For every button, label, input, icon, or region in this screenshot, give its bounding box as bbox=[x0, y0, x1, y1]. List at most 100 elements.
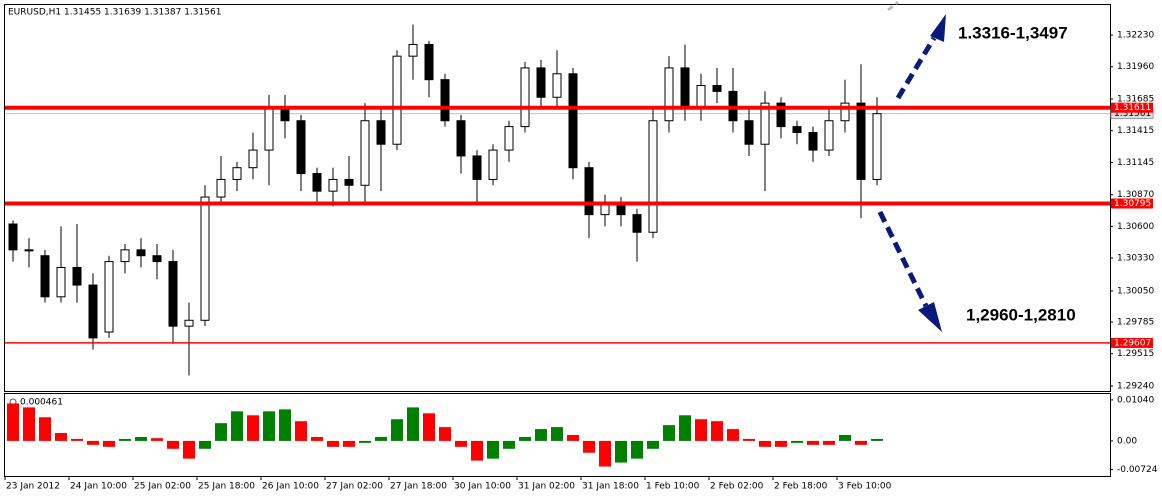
histogram-bar bbox=[343, 440, 355, 447]
candle-body bbox=[392, 55, 402, 145]
histogram-bar bbox=[327, 440, 339, 447]
histogram-bar bbox=[583, 440, 595, 453]
level-label: 1.29607 bbox=[1114, 338, 1151, 348]
histogram-bar bbox=[567, 435, 579, 441]
candle-body bbox=[104, 261, 114, 333]
level-label: 1.31611 bbox=[1114, 103, 1151, 113]
arrow-up-head bbox=[930, 14, 946, 42]
x-tick-label: 27 Jan 02:00 bbox=[326, 482, 383, 492]
candle-body bbox=[472, 155, 482, 180]
y-tick-label: 1.30330 bbox=[1117, 254, 1154, 264]
histogram-bar bbox=[119, 438, 131, 441]
candle-body bbox=[648, 120, 658, 233]
y-tick-label: 1.30600 bbox=[1117, 222, 1154, 232]
candle-body bbox=[8, 223, 18, 251]
histogram-bar bbox=[647, 440, 659, 449]
x-tick-label: 2 Feb 02:00 bbox=[710, 482, 764, 492]
histogram-bar bbox=[535, 429, 547, 441]
histogram-bar bbox=[823, 440, 835, 445]
candle-body bbox=[120, 249, 130, 263]
histogram-bar bbox=[279, 409, 291, 441]
histogram-bar bbox=[615, 440, 627, 463]
histogram-bar bbox=[375, 436, 387, 441]
histogram-bar bbox=[167, 440, 179, 449]
histogram-bar bbox=[359, 440, 371, 443]
candle-body bbox=[312, 173, 322, 192]
histogram-bar bbox=[71, 438, 83, 441]
histogram-bar bbox=[135, 436, 147, 441]
histogram-bar bbox=[503, 440, 515, 449]
y-tick-label: 1.32230 bbox=[1117, 31, 1154, 41]
arrow-down-head bbox=[918, 302, 942, 332]
histogram-bar bbox=[199, 440, 211, 449]
y-tick-label: 1.31960 bbox=[1117, 62, 1154, 72]
y-tick-label: 1.31145 bbox=[1117, 158, 1154, 168]
y-tick-label: 1.29515 bbox=[1117, 349, 1154, 359]
histogram-bar bbox=[247, 415, 259, 441]
candle-body bbox=[872, 113, 882, 180]
histogram-bar bbox=[7, 403, 19, 441]
candle-body bbox=[136, 249, 146, 257]
histogram-bar bbox=[55, 433, 67, 441]
candle-body bbox=[216, 178, 226, 198]
histogram-bar bbox=[839, 435, 851, 441]
histogram-bar bbox=[871, 438, 883, 441]
x-tick-label: 25 Jan 02:00 bbox=[134, 482, 191, 492]
arrow-up-shaft bbox=[895, 36, 937, 100]
level-label: 1.30795 bbox=[1114, 199, 1151, 209]
histogram-bar bbox=[423, 413, 435, 441]
annotation: 1,2960-1,2810 bbox=[966, 305, 1076, 324]
candle-body bbox=[712, 85, 722, 92]
candle-body bbox=[360, 120, 370, 186]
candle-body bbox=[488, 149, 498, 180]
candle-body bbox=[56, 266, 66, 298]
x-tick-label: 26 Jan 10:00 bbox=[262, 482, 319, 492]
candle-body bbox=[264, 108, 274, 151]
histogram-bar bbox=[807, 440, 819, 445]
candle-body bbox=[696, 85, 706, 110]
histogram-bar bbox=[759, 440, 771, 447]
histogram-bar bbox=[695, 419, 707, 441]
histogram-bar bbox=[727, 429, 739, 441]
histogram-bar bbox=[263, 411, 275, 441]
candle-body bbox=[248, 149, 258, 169]
histogram-bar bbox=[183, 440, 195, 459]
x-tick-label: 31 Jan 02:00 bbox=[518, 482, 575, 492]
x-tick-label: 2 Feb 18:00 bbox=[774, 482, 828, 492]
candle-body bbox=[568, 73, 578, 169]
candle-body bbox=[408, 43, 418, 57]
histogram-bar bbox=[407, 407, 419, 441]
histogram-bar bbox=[711, 421, 723, 441]
candle-body bbox=[40, 255, 50, 298]
candle-body bbox=[520, 67, 530, 128]
candle-body bbox=[376, 120, 386, 145]
histogram-bar bbox=[743, 438, 755, 441]
candle-body bbox=[840, 102, 850, 122]
histogram-bar bbox=[519, 436, 531, 441]
histogram-bar bbox=[151, 438, 163, 441]
candle-body bbox=[584, 167, 594, 216]
candle-body bbox=[856, 102, 866, 180]
level-box bbox=[1111, 198, 1153, 209]
candle-body bbox=[760, 102, 770, 145]
candle-body bbox=[184, 319, 194, 327]
histogram-bar bbox=[471, 440, 483, 461]
level-box bbox=[1111, 102, 1153, 113]
candle-body bbox=[680, 67, 690, 110]
histogram-bar bbox=[439, 427, 451, 441]
histogram-bar bbox=[679, 415, 691, 441]
candle-body bbox=[88, 284, 98, 339]
candle-body bbox=[552, 73, 562, 98]
chart-title: EURUSD,H1 1.31455 1.31639 1.31387 1.3156… bbox=[8, 8, 221, 18]
candle-body bbox=[72, 266, 82, 286]
candle-body bbox=[664, 67, 674, 122]
x-tick-label: 27 Jan 18:00 bbox=[390, 482, 447, 492]
candle-body bbox=[440, 79, 450, 122]
candle-body bbox=[824, 120, 834, 151]
y-tick-label: 1.31415 bbox=[1117, 126, 1154, 136]
candle-body bbox=[776, 102, 786, 128]
candle-body bbox=[152, 255, 162, 263]
candle-body bbox=[24, 249, 34, 252]
candle-body bbox=[344, 178, 354, 186]
